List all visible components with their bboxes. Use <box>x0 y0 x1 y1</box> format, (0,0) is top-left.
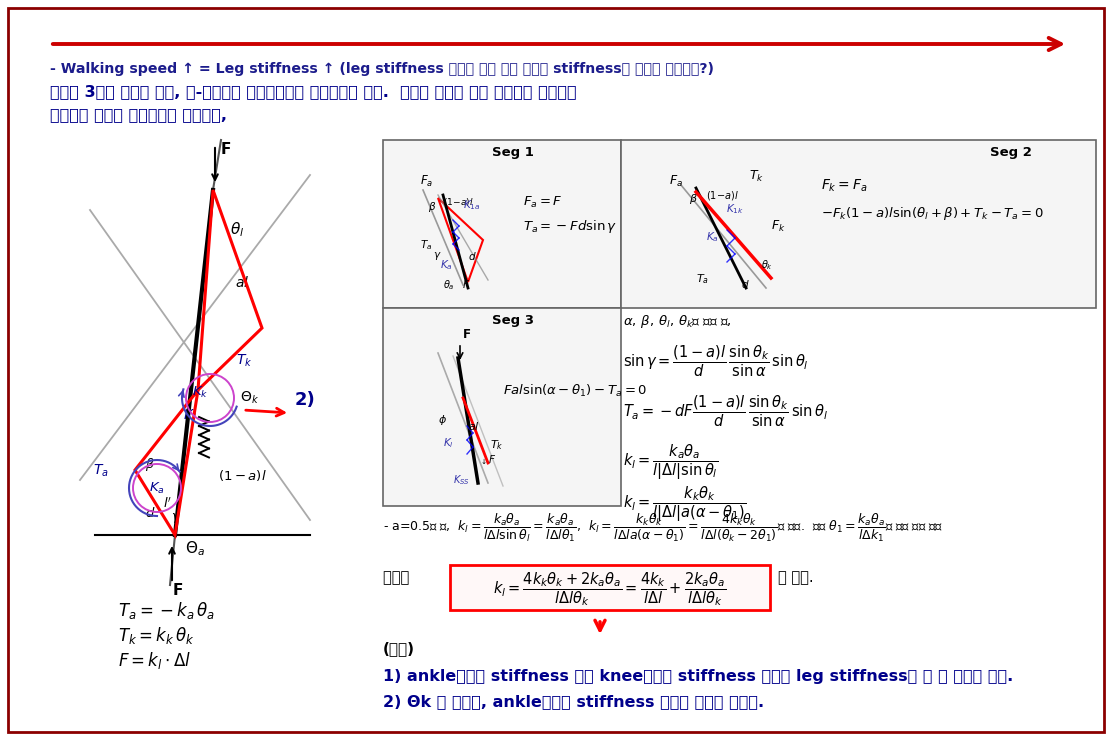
Text: 1) ankle에서의 stiffness 보다 knee에서의 stiffness 변화가 leg stiffness에 더 큰 영향을 준다.: 1) ankle에서의 stiffness 보다 knee에서의 stiffne… <box>383 669 1013 684</box>
Text: $K_a$: $K_a$ <box>440 258 453 272</box>
Text: $F = k_l\cdot\Delta l$: $F = k_l\cdot\Delta l$ <box>118 650 191 671</box>
Text: $F_a = F$: $F_a = F$ <box>523 195 563 210</box>
Text: $T_k$: $T_k$ <box>749 169 764 184</box>
Text: $d$: $d$ <box>468 250 477 262</box>
Text: $K_{1a}$: $K_{1a}$ <box>463 198 480 212</box>
Text: $K_{SS}$: $K_{SS}$ <box>453 473 469 487</box>
Text: $\Theta_k$: $\Theta_k$ <box>240 390 259 406</box>
Text: $l'$: $l'$ <box>163 497 172 511</box>
Bar <box>620 140 1096 308</box>
Text: $F_k = F_a$: $F_k = F_a$ <box>821 178 867 195</box>
Text: $\theta_l$: $\theta_l$ <box>230 220 245 239</box>
Text: $\phi$: $\phi$ <box>438 413 447 427</box>
Text: $k_l = \dfrac{4k_k\theta_k+2k_a\theta_a}{l\Delta l\theta_k} = \dfrac{4k_k}{l\Del: $k_l = \dfrac{4k_k\theta_k+2k_a\theta_a}… <box>494 570 726 608</box>
Text: $\beta$: $\beta$ <box>428 200 436 214</box>
Text: - Walking speed ↑ = Leg stiffness ↑ (leg stiffness 증가를 위해 하지 조인트 stiffness는 어륙게 : - Walking speed ↑ = Leg stiffness ↑ (leg… <box>50 62 714 76</box>
Bar <box>450 565 770 610</box>
Text: $\gamma$: $\gamma$ <box>433 250 441 262</box>
Text: 가 된다.: 가 된다. <box>778 570 814 585</box>
Text: $T_k$: $T_k$ <box>236 353 252 369</box>
Text: $\theta_a$: $\theta_a$ <box>443 278 455 292</box>
Text: $\Theta_a$: $\Theta_a$ <box>185 539 205 558</box>
Text: $_{\!\downarrow}F$: $_{\!\downarrow}F$ <box>480 454 496 467</box>
Text: $(1\!-\!a)l$: $(1\!-\!a)l$ <box>706 189 739 201</box>
Text: Seg 3: Seg 3 <box>492 314 534 327</box>
Text: Seg 2: Seg 2 <box>990 146 1032 159</box>
Text: $\gamma$: $\gamma$ <box>171 511 181 525</box>
Text: $\beta$: $\beta$ <box>145 456 155 473</box>
Text: $T_a$: $T_a$ <box>93 463 109 480</box>
Text: $\sin\gamma = \dfrac{(1-a)l}{d}\,\dfrac{\sin\theta_k}{\sin\alpha}\,\sin\theta_l$: $\sin\gamma = \dfrac{(1-a)l}{d}\,\dfrac{… <box>623 343 808 379</box>
Text: $\alpha,\,\beta,\,\theta_l,\,\theta_k$가 작을 때,: $\alpha,\,\beta,\,\theta_l,\,\theta_k$가 … <box>623 313 732 330</box>
Text: $k_l = \dfrac{k_k\theta_k}{l|\Delta l|a(\alpha - \theta_1)}$: $k_l = \dfrac{k_k\theta_k}{l|\Delta l|a(… <box>623 485 746 524</box>
Text: $k_l = \dfrac{k_a\theta_a}{l|\Delta l|\sin\theta_l}$: $k_l = \dfrac{k_a\theta_a}{l|\Delta l|\s… <box>623 443 718 482</box>
Text: $K_a$: $K_a$ <box>149 480 165 496</box>
Text: $F_k$: $F_k$ <box>771 219 785 234</box>
Text: F: F <box>463 328 471 341</box>
Text: $F$: $F$ <box>461 278 470 290</box>
Text: 해주면: 해주면 <box>383 570 418 585</box>
Text: $Fal\sin(\alpha - \theta_1) - T_a = 0$: $Fal\sin(\alpha - \theta_1) - T_a = 0$ <box>503 383 647 399</box>
Text: - a=0.5일 때,  $k_l = \dfrac{k_a\theta_a}{l\Delta l\sin\theta_l} = \dfrac{k_a\thet: - a=0.5일 때, $k_l = \dfrac{k_a\theta_a}{l… <box>383 512 943 544</box>
Text: $F_a$: $F_a$ <box>669 174 683 189</box>
Text: $T_k$: $T_k$ <box>490 438 504 452</box>
Text: F: F <box>221 142 231 157</box>
Text: 2) Θk 가 커지면, ankle에서의 stiffness 영향은 적어질 것이다.: 2) Θk 가 커지면, ankle에서의 stiffness 영향은 적어질 … <box>383 694 764 709</box>
Text: $(1\!-\!a)l$: $(1\!-\!a)l$ <box>443 196 474 208</box>
Text: $\mathit{T}_k = k_k\,\theta_k$: $\mathit{T}_k = k_k\,\theta_k$ <box>118 625 195 646</box>
Text: $d$: $d$ <box>741 278 749 290</box>
Text: $F_a$: $F_a$ <box>420 174 434 189</box>
Bar <box>383 308 620 506</box>
Text: d: d <box>145 507 153 520</box>
Text: $T_a = -dF\dfrac{(1-a)l}{d}\,\dfrac{\sin\theta_k}{\sin\alpha}\,\sin\theta_l$: $T_a = -dF\dfrac{(1-a)l}{d}\,\dfrac{\sin… <box>623 393 828 428</box>
Text: $T_a = -Fd\sin\gamma$: $T_a = -Fd\sin\gamma$ <box>523 218 617 235</box>
Bar <box>383 140 620 308</box>
Text: 하지를 3개의 분절로 분리, 슬-족관절에 회전스프링이 작용한다고 가정.  하지에 걸리는 힘과 모멘트를 고려하여: 하지를 3개의 분절로 분리, 슬-족관절에 회전스프링이 작용한다고 가정. … <box>50 84 577 99</box>
Text: F: F <box>173 583 183 598</box>
Text: $-F_k(1-a)l\sin(\theta_l + \beta) + T_k - T_a = 0$: $-F_k(1-a)l\sin(\theta_l + \beta) + T_k … <box>821 205 1043 222</box>
Text: $K_{1k}$: $K_{1k}$ <box>726 202 744 216</box>
Text: $al$: $al$ <box>468 420 480 432</box>
Text: $T_a$: $T_a$ <box>696 272 709 286</box>
Text: (결론): (결론) <box>383 641 415 656</box>
Text: Seg 1: Seg 1 <box>493 146 534 159</box>
Text: $K_k$: $K_k$ <box>192 385 208 400</box>
Text: $\mathit{T}_a = -k_a\,\theta_a$: $\mathit{T}_a = -k_a\,\theta_a$ <box>118 600 215 621</box>
Text: $(1-a)l$: $(1-a)l$ <box>218 468 267 483</box>
Text: $al$: $al$ <box>235 275 249 290</box>
Text: $K_a$: $K_a$ <box>706 230 718 243</box>
Text: 2): 2) <box>295 391 316 409</box>
Text: $\beta$: $\beta$ <box>689 192 698 206</box>
Text: $T_a$: $T_a$ <box>420 238 433 252</box>
Text: 하지관절 강성과 하지강성을 나타내면,: 하지관절 강성과 하지강성을 나타내면, <box>50 107 227 122</box>
Text: $\theta_k$: $\theta_k$ <box>761 258 773 272</box>
Text: $K_l$: $K_l$ <box>183 408 197 425</box>
Text: $K_l$: $K_l$ <box>443 436 454 450</box>
